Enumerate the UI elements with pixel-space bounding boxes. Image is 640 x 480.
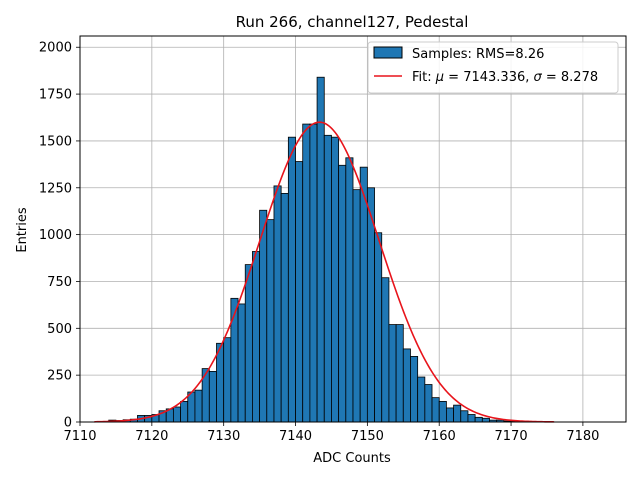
histogram-bar	[208, 371, 217, 423]
x-tick-label: 7170	[495, 429, 528, 444]
plot-frame	[79, 35, 627, 423]
histogram-bar	[180, 400, 189, 423]
histogram-bar	[287, 136, 296, 423]
legend-swatch-samples	[373, 46, 403, 59]
histogram-bar	[295, 161, 304, 423]
histogram-bar	[402, 348, 411, 423]
histogram-bar	[374, 232, 383, 423]
histogram-bar	[223, 337, 232, 423]
histogram-bar	[474, 416, 483, 423]
histogram-bar	[352, 189, 361, 423]
histogram-bar	[280, 192, 289, 423]
histogram-bar	[410, 356, 419, 423]
fit-mu-text: = 7143.336,	[444, 70, 533, 85]
x-tick-label: 7180	[566, 429, 599, 444]
histogram-bar	[172, 406, 181, 423]
y-tick-label: 500	[47, 322, 72, 337]
x-tick-label: 7140	[279, 429, 312, 444]
fit-mu-symbol: μ	[435, 70, 444, 85]
y-tick-label: 2000	[39, 41, 72, 56]
x-tick-label: 7110	[63, 429, 96, 444]
histogram-bar	[331, 136, 340, 423]
x-axis-ticks: 7110 7120 7130 7140 7150 7160 7170 7180	[63, 422, 599, 444]
histogram-bar	[467, 414, 476, 423]
y-axis-label: Entries	[15, 207, 30, 253]
histogram-bar	[453, 404, 462, 423]
histogram-bar	[445, 407, 454, 423]
histogram-bar	[194, 389, 203, 423]
fit-sigma-symbol: σ	[534, 70, 543, 85]
histogram-bar	[460, 410, 469, 423]
histogram-bar	[237, 303, 246, 423]
histogram-bar	[359, 166, 368, 423]
histogram-bar	[438, 400, 447, 423]
histogram-bar	[259, 209, 268, 423]
y-tick-label: 750	[47, 275, 72, 290]
legend-box	[367, 41, 619, 94]
histogram-bar	[345, 157, 354, 423]
histogram-bar	[244, 264, 253, 423]
x-tick-label: 7160	[423, 429, 456, 444]
histogram-bar	[316, 76, 325, 423]
histogram-bar	[309, 123, 318, 423]
legend-label-samples: Samples: RMS=8.26	[412, 47, 544, 62]
y-axis-ticks: 0 250 500 750 1000 1250 1500 1750 2000	[39, 41, 80, 431]
x-tick-label: 7120	[135, 429, 168, 444]
histogram-bar	[417, 376, 426, 423]
histogram-bar	[424, 384, 433, 423]
legend: Samples: RMS=8.26 Fit: μ = 7143.336, σ =…	[367, 41, 619, 94]
histogram-bar	[302, 123, 311, 423]
fit-curve	[94, 121, 555, 423]
histogram-bar	[395, 324, 404, 423]
histogram-bar	[338, 164, 347, 423]
histogram-bar	[381, 277, 390, 423]
histogram-bar	[273, 185, 282, 423]
x-tick-label: 7130	[207, 429, 240, 444]
y-tick-label: 250	[47, 369, 72, 384]
fit-sigma-text: = 8.278	[542, 70, 598, 85]
histogram-bar	[481, 417, 490, 423]
histogram-bar	[252, 251, 261, 423]
histogram-bar	[216, 342, 225, 423]
y-tick-label: 1750	[39, 88, 72, 103]
histogram-bar	[266, 219, 275, 423]
y-tick-label: 1000	[39, 228, 72, 243]
y-tick-label: 1250	[39, 181, 72, 196]
histogram-bars	[108, 76, 541, 423]
histogram-bar	[187, 391, 196, 423]
histogram-bar	[388, 324, 397, 423]
x-tick-label: 7150	[351, 429, 384, 444]
histogram-bar	[230, 297, 239, 423]
x-axis-label: ADC Counts	[313, 451, 391, 466]
y-tick-label: 1500	[39, 134, 72, 149]
y-tick-label: 0	[64, 416, 72, 431]
fit-prefix: Fit:	[412, 70, 436, 85]
histogram-bar	[323, 134, 332, 423]
legend-label-fit: Fit: μ = 7143.336, σ = 8.278	[412, 70, 598, 85]
chart-title: Run 266, channel127, Pedestal	[236, 13, 469, 31]
histogram-bar	[431, 397, 440, 423]
